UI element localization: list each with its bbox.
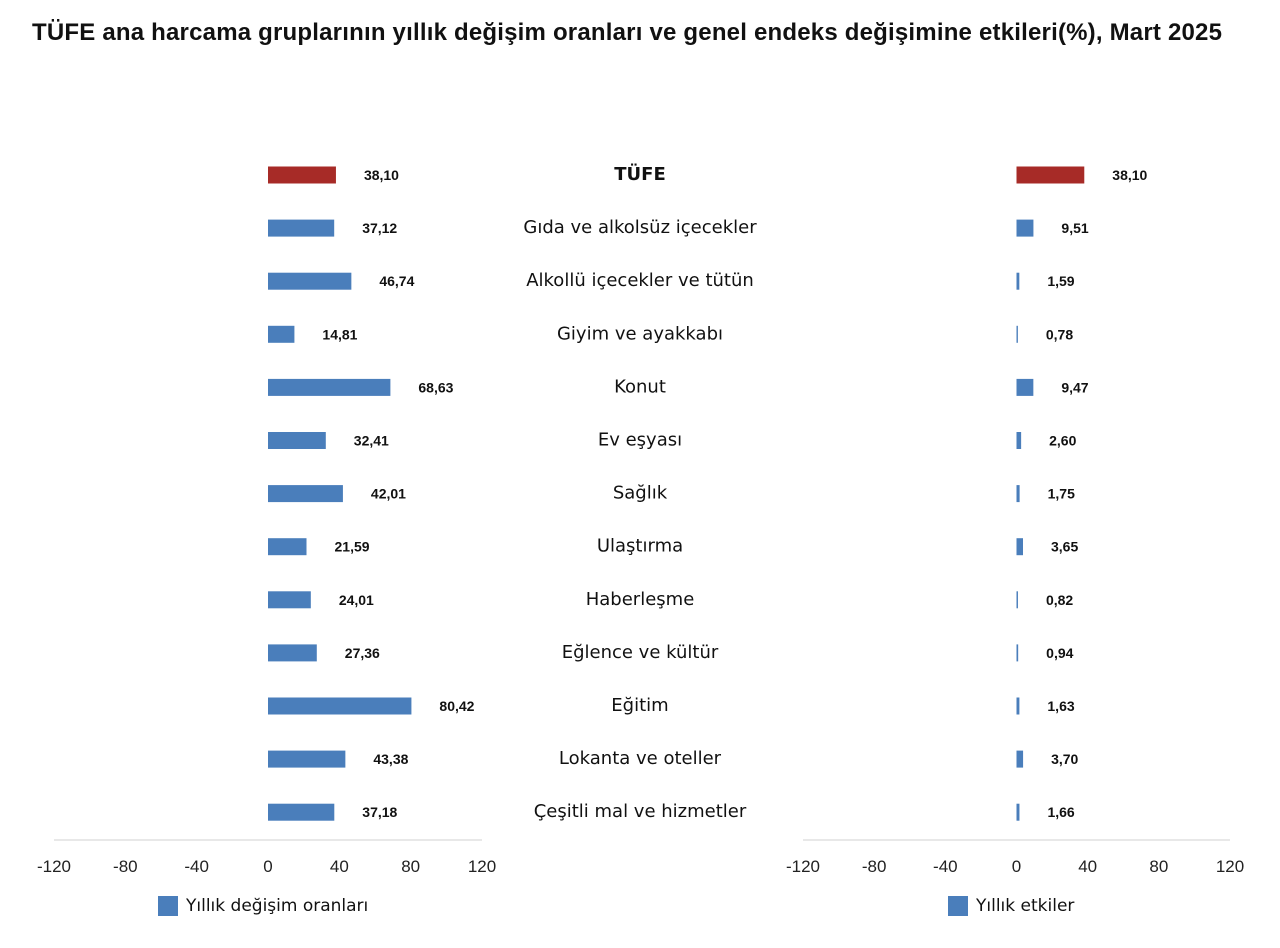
data-label: 38,10 xyxy=(1112,167,1147,183)
category-label: Eğlence ve kültür xyxy=(562,642,719,663)
bar-left xyxy=(268,485,343,503)
bar-left xyxy=(268,591,311,609)
data-label: 0,78 xyxy=(1046,326,1073,342)
data-label: 3,70 xyxy=(1051,751,1078,767)
data-label: 46,74 xyxy=(379,273,414,289)
bar-right xyxy=(1016,432,1022,449)
data-label: 32,41 xyxy=(354,433,389,449)
bar-left xyxy=(268,538,307,556)
bar-left xyxy=(268,750,346,768)
bar-left xyxy=(268,378,391,396)
legend-right-swatch xyxy=(948,896,968,916)
x-tick-label: -80 xyxy=(862,857,887,876)
x-tick-label: 0 xyxy=(263,857,272,876)
category-label: Haberleşme xyxy=(586,589,695,610)
data-label: 0,82 xyxy=(1046,592,1073,608)
bar-right xyxy=(1016,219,1034,237)
category-label: Sağlık xyxy=(613,483,668,504)
legend-right: Yıllık etkiler xyxy=(948,896,1074,916)
x-tick-label: 120 xyxy=(1216,857,1244,876)
legend-right-label: Yıllık etkiler xyxy=(976,896,1075,916)
data-label: 37,18 xyxy=(362,804,397,820)
x-tick-label: -40 xyxy=(933,857,958,876)
bar-right xyxy=(1016,750,1024,768)
legend-left: Yıllık değişim oranları xyxy=(158,896,368,916)
bar-left xyxy=(268,166,336,184)
bar-left xyxy=(268,219,335,237)
chart-title: TÜFE ana harcama gruplarının yıllık deği… xyxy=(32,19,1223,46)
bar-right xyxy=(1016,803,1020,821)
x-tick-label: 0 xyxy=(1012,857,1021,876)
bar-right xyxy=(1016,697,1020,715)
data-label: 1,63 xyxy=(1047,698,1074,714)
bar-right xyxy=(1016,272,1020,290)
category-label: Eğitim xyxy=(611,695,668,716)
legend-left-swatch xyxy=(158,896,178,916)
x-tick-label: 80 xyxy=(1149,857,1168,876)
category-label: Konut xyxy=(614,376,666,397)
bar-right xyxy=(1016,485,1020,503)
data-label: 0,94 xyxy=(1046,645,1073,661)
category-label: Giyim ve ayakkabı xyxy=(557,323,723,344)
category-label: Ulaştırma xyxy=(597,536,683,557)
legend-left-label: Yıllık değişim oranları xyxy=(186,896,369,916)
bar-right xyxy=(1016,538,1023,556)
bar-left xyxy=(268,697,412,715)
data-label: 1,75 xyxy=(1048,486,1075,502)
bar-left xyxy=(268,272,352,290)
data-label: 68,63 xyxy=(418,379,453,395)
data-label: 42,01 xyxy=(371,486,406,502)
data-label: 43,38 xyxy=(373,751,408,767)
x-tick-label: -80 xyxy=(113,857,138,876)
data-label: 2,60 xyxy=(1049,433,1076,449)
chart-panel-left: -120 -80 -40 0 40 80 120 38,10 37,12 46,74 14,81 68… xyxy=(37,166,496,876)
x-tick-label: -120 xyxy=(786,857,820,876)
x-tick-label: 120 xyxy=(468,857,496,876)
data-label: 21,59 xyxy=(335,539,370,555)
bar-right xyxy=(1016,378,1034,396)
bar-left xyxy=(268,432,326,449)
data-label: 80,42 xyxy=(439,698,474,714)
data-label: 14,81 xyxy=(322,326,357,342)
bar-right xyxy=(1016,325,1018,343)
data-label: 1,59 xyxy=(1047,273,1074,289)
bar-left xyxy=(268,644,317,662)
x-tick-label: -40 xyxy=(184,857,209,876)
bar-right xyxy=(1016,591,1018,609)
data-label: 9,47 xyxy=(1061,379,1088,395)
x-tick-label: 40 xyxy=(1078,857,1097,876)
category-label: Çeşitli mal ve hizmetler xyxy=(534,801,747,822)
x-tick-label: 40 xyxy=(330,857,349,876)
data-label: 37,12 xyxy=(362,220,397,236)
category-label: TÜFE xyxy=(614,163,666,185)
bar-left xyxy=(268,803,335,821)
category-label: Lokanta ve oteller xyxy=(559,748,722,769)
data-label: 27,36 xyxy=(345,645,380,661)
data-label: 9,51 xyxy=(1061,220,1088,236)
x-tick-label: 80 xyxy=(401,857,420,876)
data-label: 1,66 xyxy=(1047,804,1074,820)
x-tick-label: -120 xyxy=(37,857,71,876)
data-label: 38,10 xyxy=(364,167,399,183)
data-label: 24,01 xyxy=(339,592,374,608)
category-label: Gıda ve alkolsüz içecekler xyxy=(523,217,757,238)
chart-panel-right: -120 -80 -40 0 40 80 120 38,10 9,51 1,59 0,78 9,47 2… xyxy=(786,166,1244,876)
bar-right xyxy=(1016,166,1085,184)
category-label: Ev eşyası xyxy=(598,430,682,451)
bar-right xyxy=(1016,644,1019,662)
data-label: 3,65 xyxy=(1051,539,1078,555)
bar-left xyxy=(268,325,295,343)
category-label: Alkollü içecekler ve tütün xyxy=(526,270,754,291)
